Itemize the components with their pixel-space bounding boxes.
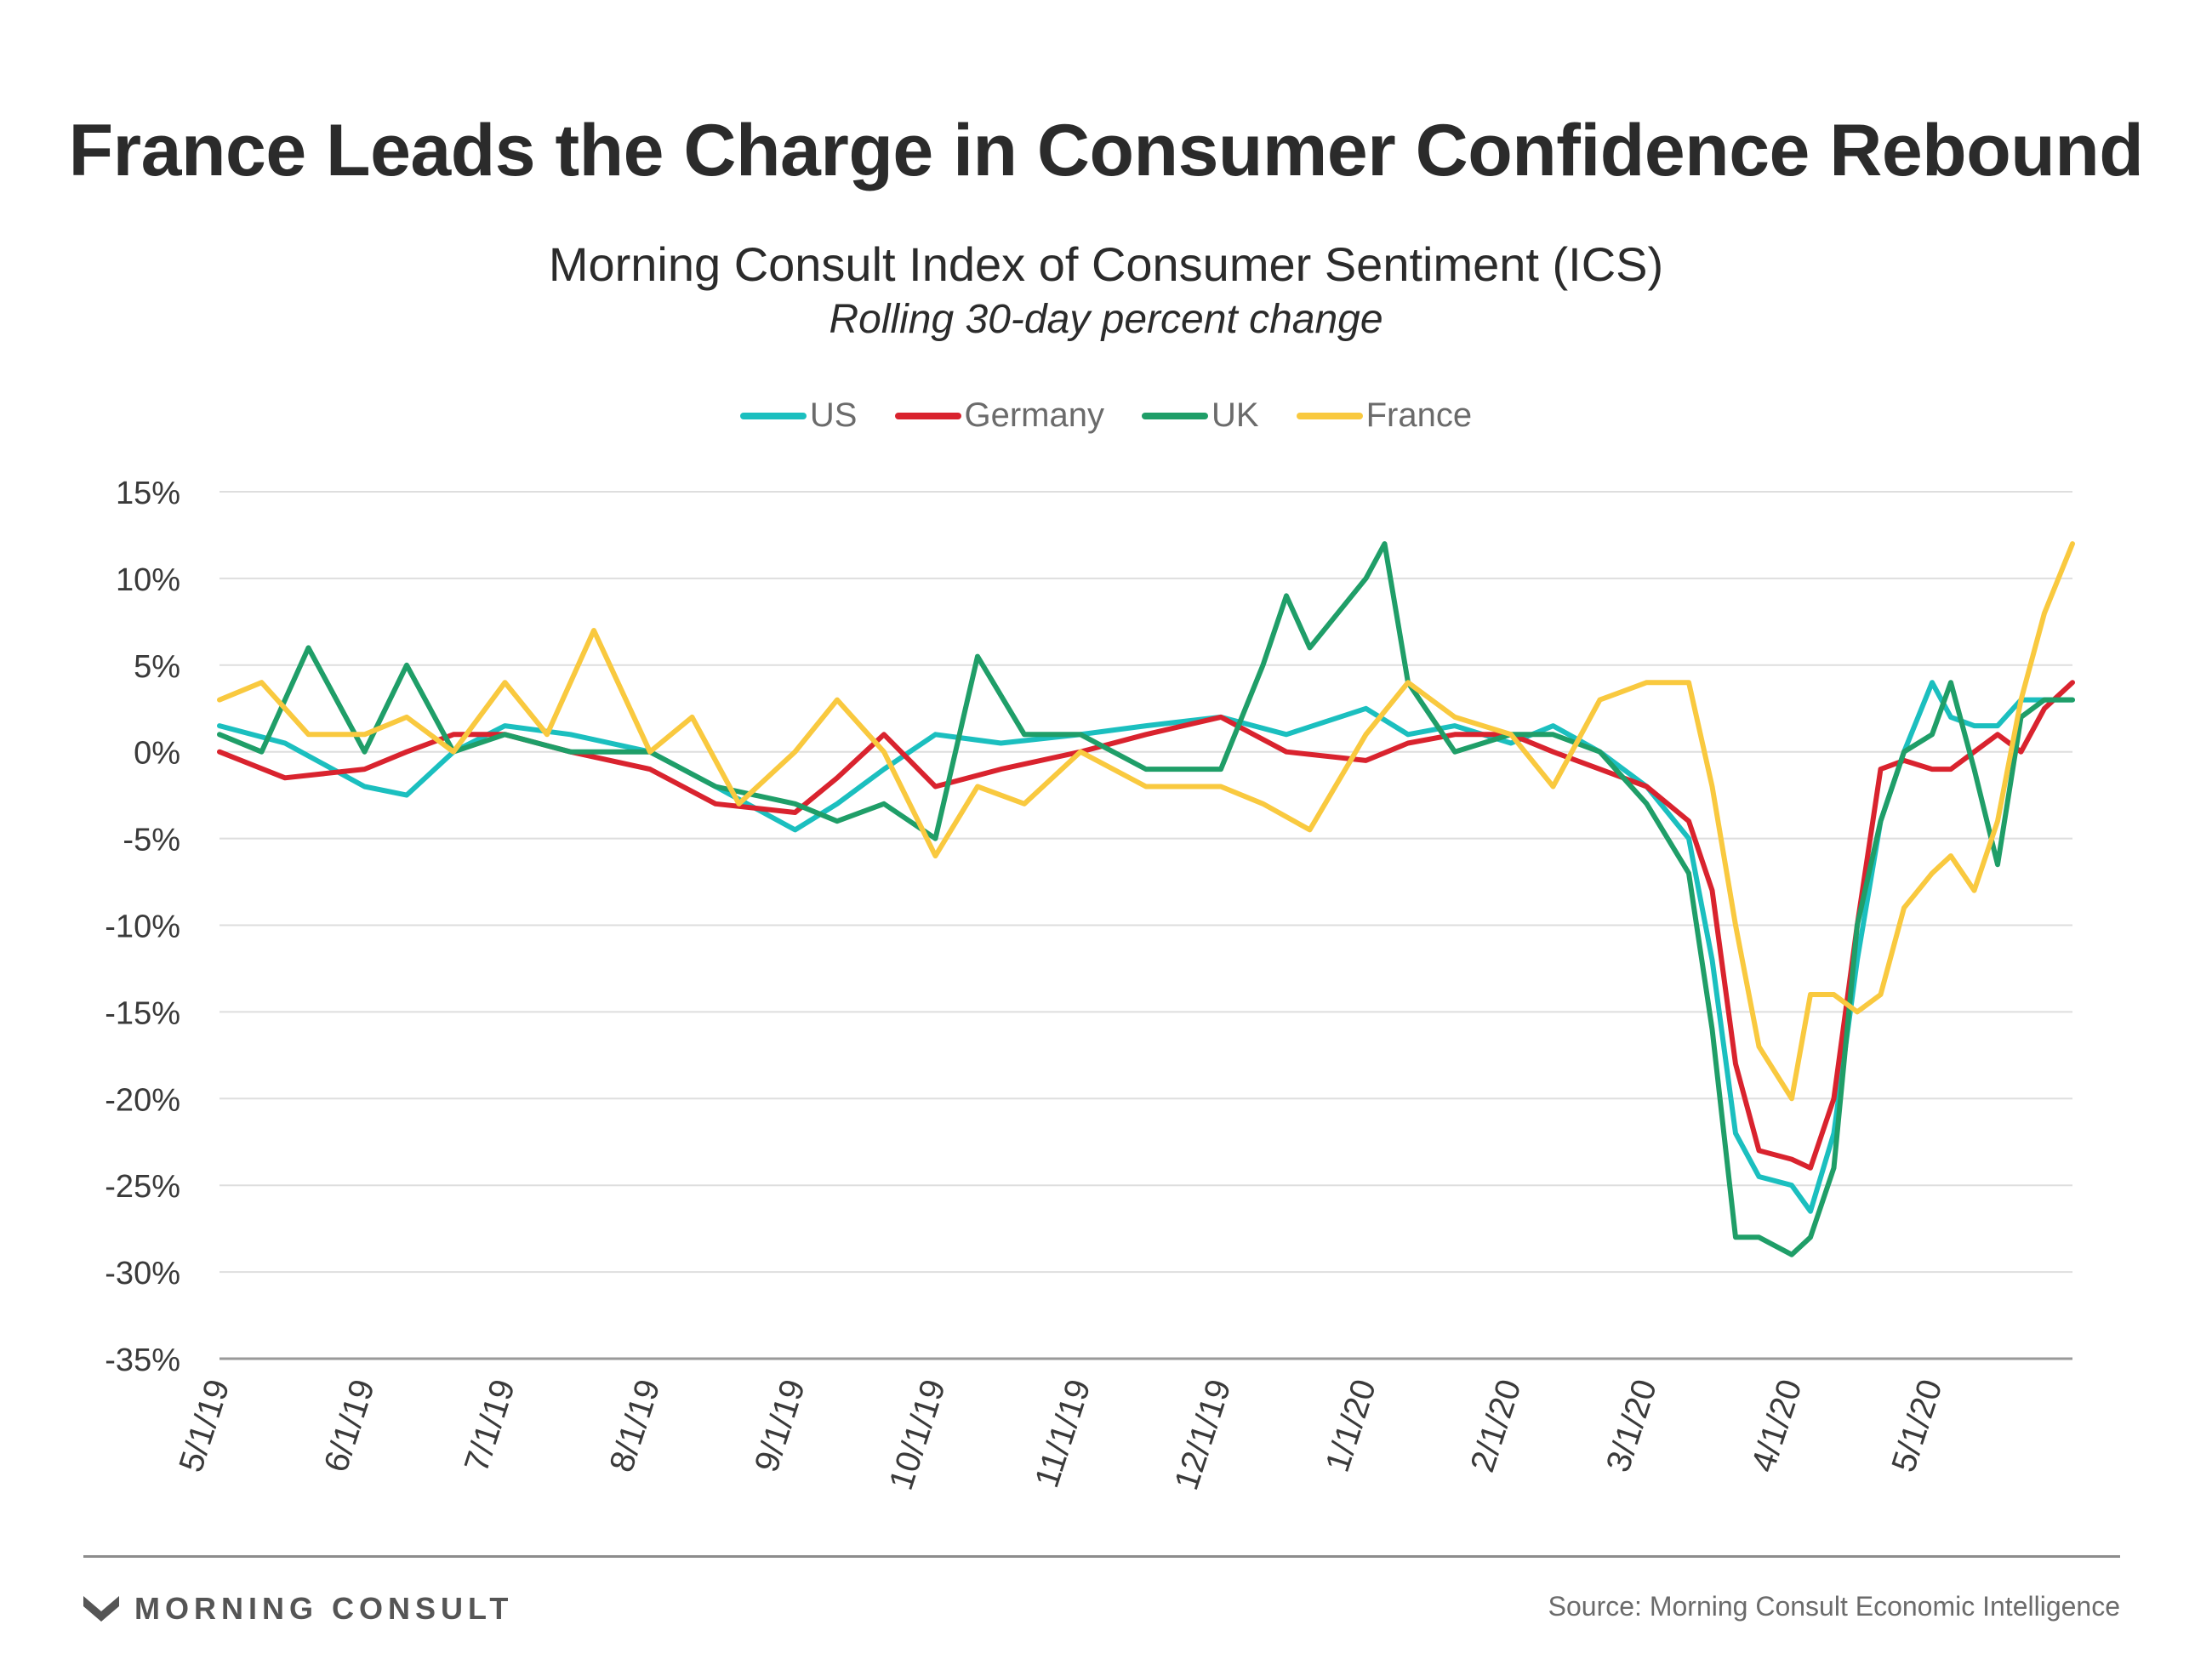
y-tick-label: 10%: [116, 562, 180, 598]
y-tick-label: -15%: [105, 995, 180, 1031]
y-tick-label: -25%: [105, 1169, 180, 1205]
series-line-uk: [217, 541, 2075, 1257]
y-tick-label: -20%: [105, 1082, 180, 1118]
series-line-france: [217, 541, 2075, 1102]
x-tick-label: 7/1/19: [458, 1375, 522, 1476]
x-tick-label: 11/1/19: [1028, 1375, 1097, 1492]
morning-consult-chevron-icon: [83, 1596, 119, 1622]
x-tick-label: 12/1/19: [1167, 1375, 1238, 1495]
legend-swatch-germany: [894, 412, 961, 419]
brand-name: MORNING CONSULT: [134, 1591, 514, 1626]
y-tick-label: 0%: [134, 736, 180, 772]
y-tick-label: -35%: [105, 1343, 180, 1378]
brand-logo: MORNING CONSULT: [83, 1591, 513, 1627]
x-tick-label: 5/1/20: [1884, 1375, 1949, 1476]
legend-label-germany: Germany: [964, 396, 1105, 434]
legend-label-us: US: [809, 396, 858, 434]
legend-swatch-us: [739, 412, 807, 419]
footer-divider: [83, 1555, 2120, 1558]
series-line-us: [217, 680, 2075, 1214]
x-tick-label: 4/1/20: [1744, 1375, 1809, 1476]
legend-item-france: France: [1296, 396, 1473, 435]
x-tick-label: 1/1/20: [1319, 1375, 1383, 1476]
x-tick-label: 8/1/19: [602, 1375, 667, 1476]
legend-label-france: France: [1365, 396, 1473, 434]
line-chart: 15%10%5%0%-5%-10%-15%-20%-25%-30%-35%5/1…: [105, 476, 2075, 1495]
legend-item-us: US: [739, 396, 858, 435]
x-tick-label: 10/1/19: [882, 1375, 953, 1495]
legend-swatch-uk: [1142, 412, 1208, 419]
chart-subtitle: Morning Consult Index of Consumer Sentim…: [548, 237, 1664, 291]
y-tick-label: 5%: [134, 649, 180, 685]
x-tick-label: 3/1/20: [1599, 1375, 1664, 1476]
legend-item-uk: UK: [1142, 396, 1259, 435]
source-note: Source: Morning Consult Economic Intelli…: [1548, 1591, 2120, 1622]
x-tick-label: 5/1/19: [172, 1375, 237, 1476]
y-tick-label: 15%: [116, 476, 180, 511]
legend-label-uk: UK: [1211, 396, 1259, 434]
chart-legend: US Germany UK France: [0, 396, 2212, 435]
x-tick-label: 2/1/20: [1463, 1375, 1528, 1476]
series-line-germany: [217, 680, 2075, 1171]
legend-swatch-france: [1296, 412, 1363, 419]
chart-title: France Leads the Charge in Consumer Conf…: [68, 110, 2144, 191]
y-tick-label: -30%: [105, 1256, 180, 1291]
x-tick-label: 9/1/19: [748, 1375, 812, 1476]
y-tick-label: -10%: [105, 909, 180, 945]
chart-subtitle-italic: Rolling 30-day percent change: [829, 297, 1383, 342]
legend-item-germany: Germany: [894, 396, 1105, 435]
x-tick-label: 6/1/19: [317, 1375, 382, 1476]
y-tick-label: -5%: [123, 823, 180, 858]
